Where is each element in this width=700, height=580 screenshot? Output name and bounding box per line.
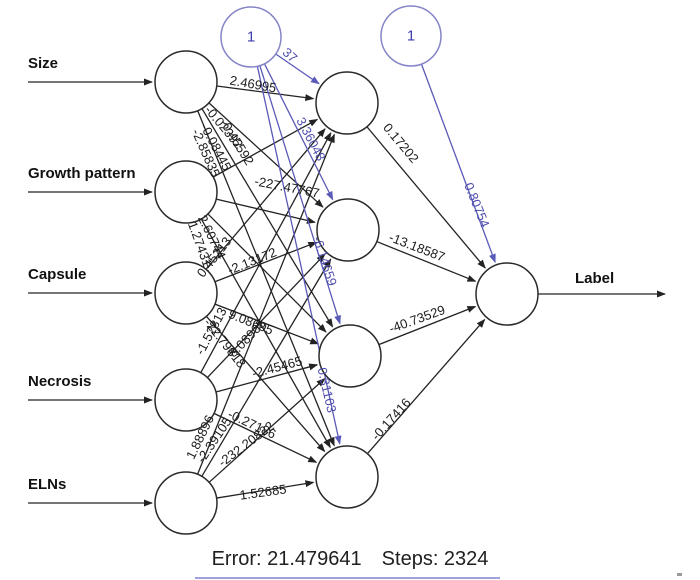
edge-capsule-h2	[214, 241, 318, 283]
edge-elns-h3	[208, 378, 326, 483]
input-label-capsule: Capsule	[28, 266, 87, 283]
edge-h2-out	[376, 240, 477, 282]
hidden-node-h1	[315, 71, 379, 135]
edge-capsule-h1	[205, 128, 326, 270]
edge-growth-h4	[200, 218, 331, 449]
hidden-node-h3	[318, 324, 382, 388]
bias-node-b2	[380, 5, 442, 67]
edge-size-h1	[216, 85, 315, 102]
footer-underline	[195, 577, 500, 579]
edge-necrosis-h1	[200, 132, 332, 374]
input-node-elns	[154, 471, 218, 535]
output-node-out	[475, 262, 539, 326]
input-label-growth: Growth pattern	[28, 165, 136, 182]
input-node-growth	[154, 160, 218, 224]
edge-elns-h1	[196, 133, 335, 475]
edge-h3-out	[378, 305, 477, 346]
bias-node-label-b2: 1	[406, 27, 416, 45]
edge-h4-out	[366, 318, 486, 455]
edge-growth-h1	[212, 118, 319, 178]
error-text: Error: 21.479641	[211, 548, 362, 570]
hidden-node-h4	[315, 445, 379, 509]
input-label-elns: ELNs	[28, 476, 67, 493]
edge-capsule-h4	[205, 315, 326, 453]
corner-artifact	[677, 573, 682, 576]
edge-elns-h2	[201, 258, 332, 477]
input-node-capsule	[154, 261, 218, 325]
input-label-size: Size	[28, 55, 59, 72]
edge-elns-h4	[216, 480, 315, 499]
bias-node-b1	[220, 6, 282, 68]
edge-necrosis-h2	[206, 253, 326, 379]
edge-necrosis-h4	[213, 412, 318, 463]
edge-b2-out	[420, 63, 496, 264]
edge-h1-out	[366, 126, 486, 269]
hidden-node-h2	[316, 198, 380, 262]
edge-growth-h3	[207, 213, 327, 333]
status-footer: Error: 21.479641 Steps: 2324	[0, 548, 700, 571]
edge-b1-h3	[259, 65, 341, 325]
edge-growth-h2	[216, 198, 316, 224]
edge-b1-h4	[256, 66, 342, 445]
output-label: Label	[575, 270, 615, 287]
input-node-necrosis	[154, 368, 218, 432]
edge-b1-h1	[275, 53, 320, 85]
input-label-necrosis: Necrosis	[28, 373, 92, 390]
edge-capsule-h3	[214, 303, 320, 345]
edge-size-h3	[201, 108, 334, 328]
edge-b1-h2	[263, 63, 334, 201]
edge-size-h2	[208, 102, 324, 208]
bias-node-label-b1: 1	[246, 28, 256, 46]
steps-text: Steps: 2324	[381, 548, 489, 570]
input-node-size	[154, 50, 218, 114]
